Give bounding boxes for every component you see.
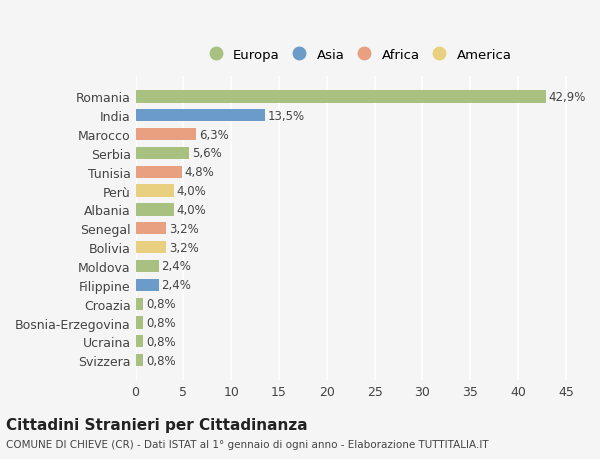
Text: 13,5%: 13,5% <box>268 110 305 123</box>
Bar <box>136 336 143 348</box>
Bar <box>136 298 143 310</box>
Text: 0,8%: 0,8% <box>146 297 176 310</box>
Text: 0,8%: 0,8% <box>146 335 176 348</box>
Bar <box>136 185 174 197</box>
Text: 0,8%: 0,8% <box>146 354 176 367</box>
Bar <box>136 166 182 179</box>
Text: COMUNE DI CHIEVE (CR) - Dati ISTAT al 1° gennaio di ogni anno - Elaborazione TUT: COMUNE DI CHIEVE (CR) - Dati ISTAT al 1°… <box>6 440 488 449</box>
Text: 4,0%: 4,0% <box>177 185 206 198</box>
Bar <box>136 223 166 235</box>
Text: 42,9%: 42,9% <box>548 91 586 104</box>
Bar <box>136 279 158 291</box>
Text: 6,3%: 6,3% <box>199 128 229 141</box>
Text: 2,4%: 2,4% <box>161 260 191 273</box>
Legend: Europa, Asia, Africa, America: Europa, Asia, Africa, America <box>205 45 515 66</box>
Bar <box>136 91 546 103</box>
Text: 5,6%: 5,6% <box>192 147 222 160</box>
Text: 4,0%: 4,0% <box>177 203 206 217</box>
Bar <box>136 317 143 329</box>
Bar <box>136 204 174 216</box>
Text: 0,8%: 0,8% <box>146 316 176 329</box>
Text: 3,2%: 3,2% <box>169 241 199 254</box>
Text: 2,4%: 2,4% <box>161 279 191 291</box>
Text: 4,8%: 4,8% <box>184 166 214 179</box>
Bar <box>136 354 143 367</box>
Bar <box>136 147 189 160</box>
Bar <box>136 110 265 122</box>
Text: Cittadini Stranieri per Cittadinanza: Cittadini Stranieri per Cittadinanza <box>6 417 308 432</box>
Text: 3,2%: 3,2% <box>169 222 199 235</box>
Bar <box>136 241 166 254</box>
Bar <box>136 260 158 273</box>
Bar <box>136 129 196 141</box>
